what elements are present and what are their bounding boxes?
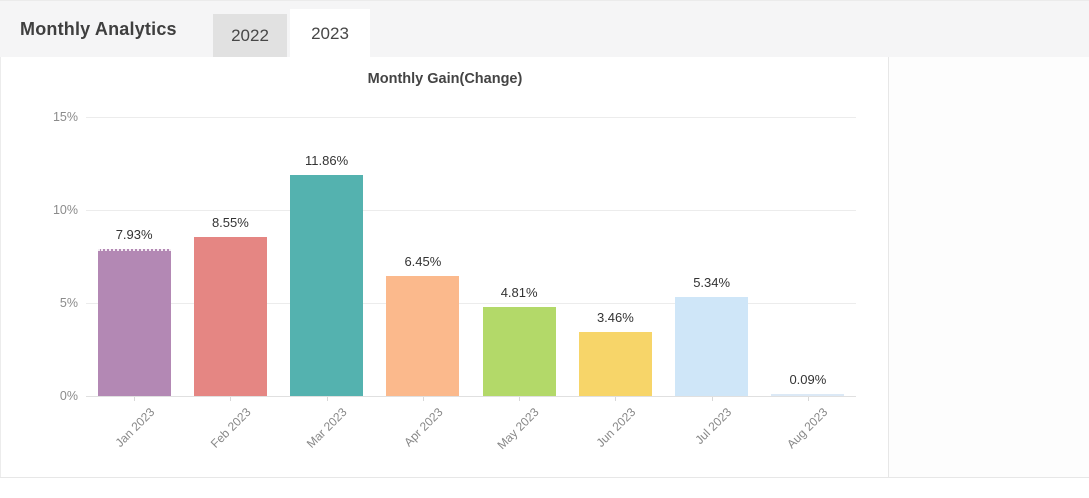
x-tick-mark: [615, 397, 617, 401]
bar-apr-2023[interactable]: [386, 276, 460, 396]
x-tick-mark: [711, 397, 713, 401]
vertical-divider: [888, 57, 889, 477]
gridline-5%: [86, 302, 856, 304]
bar-value-label: 4.81%: [500, 284, 538, 300]
horizontal-divider: [0, 477, 1089, 478]
y-tick-label: 0%: [59, 389, 78, 403]
x-axis-label: Jul 2023: [692, 405, 735, 447]
gridline-10%: [86, 209, 856, 211]
bar-mar-2023[interactable]: [290, 175, 364, 396]
x-axis-label: Jun 2023: [593, 405, 639, 450]
bar-chart-plot-area: 0% 5% 10% 15% 7.93% Jan 2023 8.55% Feb 2023 11.8…: [53, 110, 856, 452]
gridline-15%: [86, 116, 856, 118]
y-tick-label: 15%: [52, 110, 78, 124]
tab-2022[interactable]: 2022: [213, 14, 287, 58]
x-tick-mark: [422, 397, 424, 401]
bar-feb-2023[interactable]: [193, 236, 267, 396]
x-tick-mark: [134, 397, 136, 401]
x-tick-mark: [519, 397, 521, 401]
bar-aug-2023[interactable]: [771, 394, 845, 396]
bar-may-2023[interactable]: [482, 306, 556, 396]
x-axis-label: Mar 2023: [303, 405, 350, 451]
x-tick-mark: [807, 397, 809, 401]
gridline-0%: [86, 395, 856, 397]
bar-value-label: 3.46%: [596, 309, 634, 325]
bottom-strip: [0, 478, 1089, 498]
bar-value-label: 5.34%: [693, 274, 731, 290]
bar-jul-2023[interactable]: [675, 296, 749, 396]
x-axis-label: Jan 2023: [112, 405, 158, 450]
chart-panel: Monthly Gain(Change) 0% 5% 10% 15% 7.93% Jan …: [0, 57, 888, 477]
bar-value-label: 7.93%: [115, 226, 153, 242]
bar-jan-2023[interactable]: [97, 248, 171, 396]
bar-value-label: 11.86%: [305, 153, 349, 169]
page-title: Monthly Analytics: [20, 19, 177, 39]
right-empty-panel: [889, 57, 1089, 477]
x-axis-label: Apr 2023: [401, 405, 446, 450]
x-tick-mark: [326, 397, 328, 401]
bar-value-label: 0.09%: [789, 372, 827, 388]
tab-2023[interactable]: 2023: [290, 9, 370, 59]
bar-jun-2023[interactable]: [578, 331, 652, 396]
x-axis-label: Feb 2023: [207, 405, 254, 451]
y-tick-label: 5%: [59, 296, 78, 310]
bar-value-label: 8.55%: [211, 214, 249, 230]
chart-title: Monthly Gain(Change): [367, 71, 523, 87]
x-axis-label: May 2023: [494, 405, 543, 453]
y-tick-label: 10%: [52, 203, 78, 217]
bar-value-label: 6.45%: [404, 254, 442, 270]
header-bar: Monthly Analytics 2022 2023: [0, 0, 1089, 59]
x-axis-label: Aug 2023: [784, 405, 831, 452]
x-tick-mark: [230, 397, 232, 401]
